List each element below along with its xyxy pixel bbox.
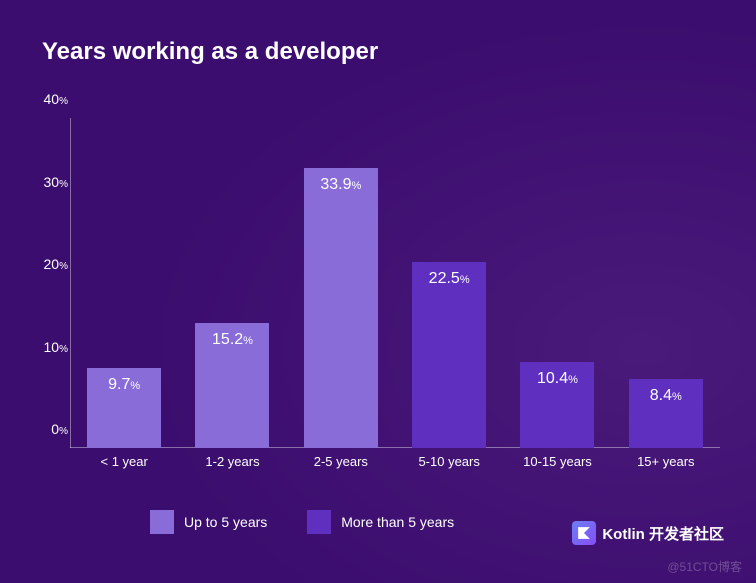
chart-title: Years working as a developer [42, 38, 378, 66]
x-axis-labels: < 1 year1-2 years2-5 years5-10 years10-1… [70, 454, 720, 469]
bar-slot: 10.4% [503, 118, 611, 448]
bar: 8.4% [629, 379, 703, 448]
legend-swatch [150, 510, 174, 534]
y-tick: 20% [32, 256, 68, 274]
bar-slot: 33.9% [287, 118, 395, 448]
x-axis-label: 10-15 years [503, 454, 611, 469]
bar-slot: 8.4% [612, 118, 720, 448]
bar: 22.5% [412, 262, 486, 448]
bar-slot: 15.2% [178, 118, 286, 448]
brand-label: Kotlin 开发者社区 [602, 523, 724, 544]
x-axis-label: 5-10 years [395, 454, 503, 469]
bar-value-label: 22.5% [429, 270, 470, 288]
legend-label: More than 5 years [341, 514, 454, 530]
y-tick: 30% [32, 174, 68, 192]
bar-value-label: 15.2% [212, 331, 253, 349]
y-tick: 40% [32, 91, 68, 109]
y-tick: 10% [32, 339, 68, 357]
x-axis-label: < 1 year [70, 454, 178, 469]
bar-slot: 9.7% [70, 118, 178, 448]
x-axis-label: 2-5 years [287, 454, 395, 469]
bar: 33.9% [304, 168, 378, 448]
bar-value-label: 10.4% [537, 370, 578, 388]
bars-container: 9.7% 15.2% 33.9% 22.5% 10.4% 8.4% [70, 118, 720, 448]
y-tick: 0% [32, 421, 68, 439]
bar-value-label: 9.7% [108, 376, 140, 394]
chart-area: 0%10%20%30%40% 9.7%15.2%33.9%22.5%10.4%8… [70, 118, 720, 448]
legend-item: More than 5 years [307, 510, 454, 534]
bar-value-label: 33.9% [320, 176, 361, 194]
legend-label: Up to 5 years [184, 514, 267, 530]
bar: 15.2% [195, 323, 269, 448]
chart-legend: Up to 5 years More than 5 years [150, 510, 454, 534]
bar-slot: 22.5% [395, 118, 503, 448]
kotlin-icon [572, 521, 596, 545]
bar: 10.4% [520, 362, 594, 448]
x-axis-label: 1-2 years [178, 454, 286, 469]
watermark-text: @51CTO博客 [667, 558, 742, 575]
bar: 9.7% [87, 368, 161, 448]
footer-brand: Kotlin 开发者社区 [572, 521, 724, 545]
bar-value-label: 8.4% [650, 387, 682, 405]
x-axis-label: 15+ years [612, 454, 720, 469]
legend-item: Up to 5 years [150, 510, 267, 534]
legend-swatch [307, 510, 331, 534]
